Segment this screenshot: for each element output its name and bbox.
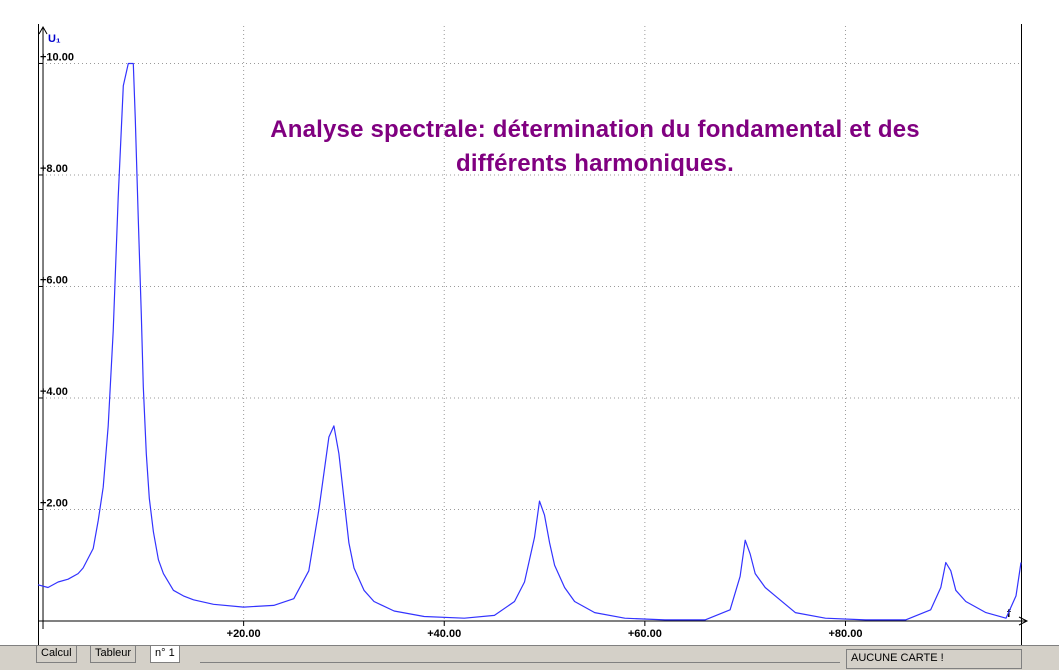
tab-calcul[interactable]: Calcul: [36, 646, 77, 663]
x-tick-label: +80.00: [828, 628, 862, 640]
tab-strip: [200, 646, 840, 663]
sheet-tab-bar: Calcul Tableur n° 1 AUCUNE CARTE !: [0, 645, 1059, 670]
x-axis-arrow: [1018, 616, 1029, 626]
plot-frame: [38, 24, 1022, 652]
y-tick-label: +6.00: [40, 274, 68, 286]
y-axis-label: U₁: [48, 33, 61, 45]
spectrum-line: [37, 62, 1022, 621]
chart-title-line-1: Analyse spectrale: détermination du fond…: [270, 116, 920, 143]
acquisition-status: AUCUNE CARTE !: [846, 649, 1022, 669]
x-tick-label: +40.00: [427, 628, 461, 640]
y-axis-arrow: [38, 25, 48, 35]
y-tick-label: +4.00: [40, 386, 68, 398]
x-axis-label: f: [1007, 608, 1011, 620]
tab-tableur[interactable]: Tableur: [90, 646, 137, 663]
y-tick-label: +10.00: [40, 51, 74, 63]
tab-n1[interactable]: n° 1: [150, 646, 180, 663]
x-tick-label: +20.00: [227, 628, 261, 640]
x-tick-label: +60.00: [628, 628, 662, 640]
chart-title: Analyse spectrale: détermination du fond…: [230, 113, 960, 181]
y-tick-label: +8.00: [40, 163, 68, 175]
chart-title-line-2: différents harmoniques.: [456, 150, 734, 177]
y-tick-label: +2.00: [40, 497, 68, 509]
